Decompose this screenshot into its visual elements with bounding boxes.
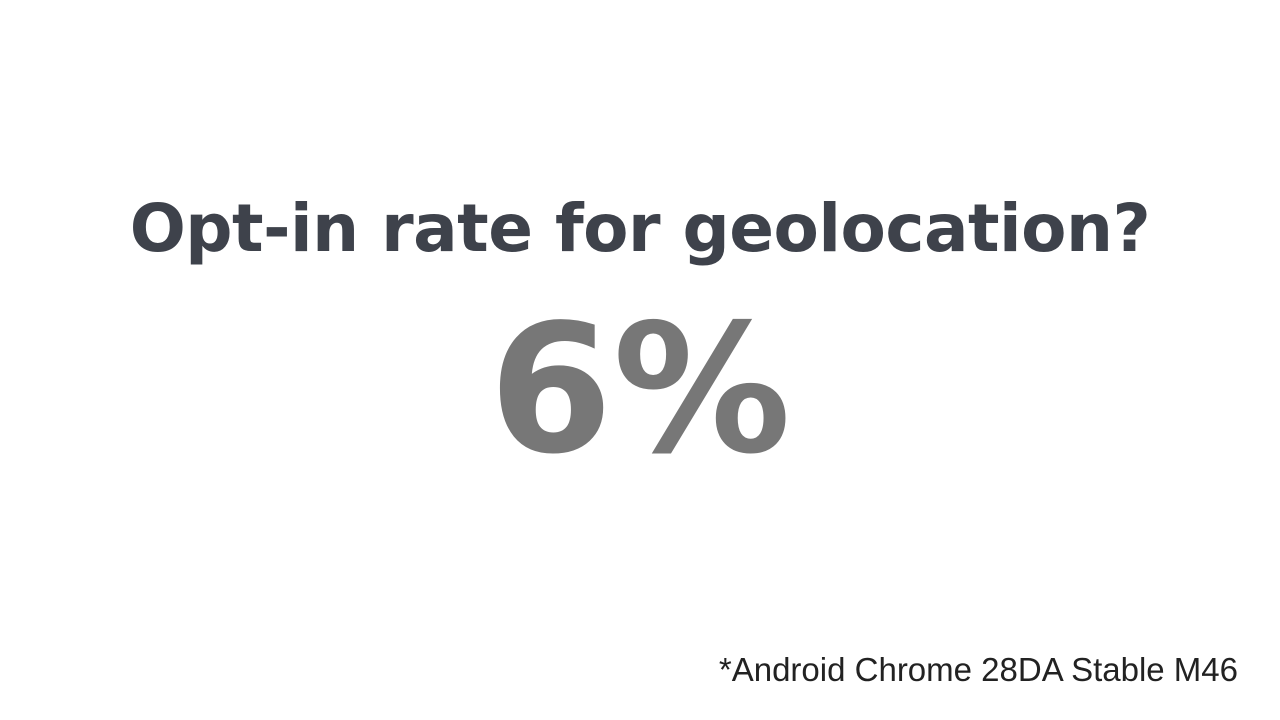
footnote: *Android Chrome 28DA Stable M46: [718, 651, 1238, 688]
slide-title: Opt-in rate for geolocation?: [129, 190, 1151, 267]
stat-value: 6%: [488, 286, 792, 493]
